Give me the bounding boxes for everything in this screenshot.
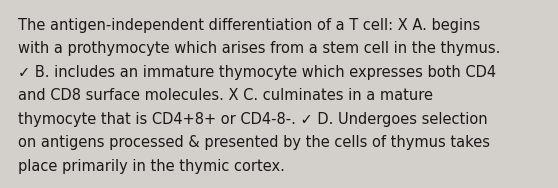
Text: on antigens processed & presented by the cells of thymus takes: on antigens processed & presented by the…	[18, 136, 490, 151]
Text: and CD8 surface molecules. X C. culminates in a mature: and CD8 surface molecules. X C. culminat…	[18, 89, 433, 104]
Text: with a prothymocyte which arises from a stem cell in the thymus.: with a prothymocyte which arises from a …	[18, 42, 501, 57]
Text: place primarily in the thymic cortex.: place primarily in the thymic cortex.	[18, 159, 285, 174]
Text: thymocyte that is CD4+8+ or CD4-8-. ✓ D. Undergoes selection: thymocyte that is CD4+8+ or CD4-8-. ✓ D.…	[18, 112, 488, 127]
Text: The antigen-independent differentiation of a T cell: X A. begins: The antigen-independent differentiation …	[18, 18, 480, 33]
Text: ✓ B. includes an immature thymocyte which expresses both CD4: ✓ B. includes an immature thymocyte whic…	[18, 65, 496, 80]
